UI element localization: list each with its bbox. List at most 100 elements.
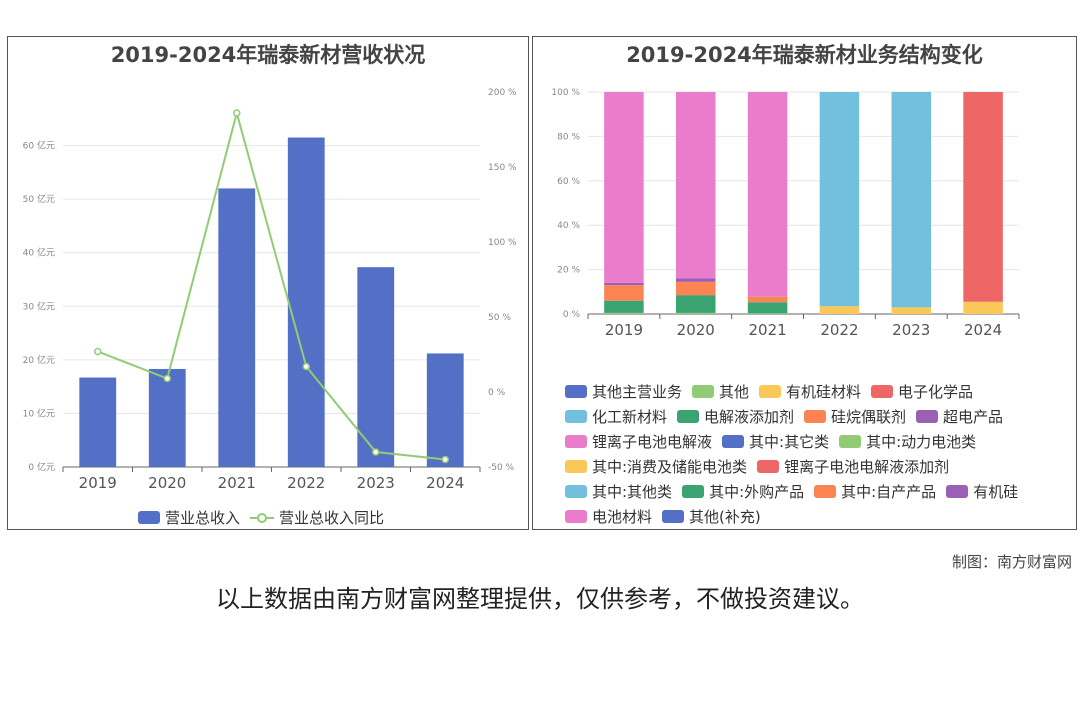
legend-label: 其中:其它类 [749,433,830,451]
y-left-tick-label: 50 亿元 [23,193,55,205]
revenue-chart-title: 2019-2024年瑞泰新材营收状况 [110,43,426,67]
revenue-bar [357,267,395,467]
legend-label: 锂离子电池电解液添加剂 [784,458,950,476]
legend-item[interactable]: 其他 [692,381,749,402]
y-tick-label: 100 % [551,88,580,98]
y-right-tick-label: 200 % [488,88,517,98]
x-tick-label: 2020 [677,321,715,339]
legend-swatch [946,485,969,498]
legend-item[interactable]: 其中:自产产品 [814,481,936,502]
stacked-segment [675,92,716,279]
legend-label: 其中:其他类 [592,483,673,501]
legend-label: 有机硅材料 [786,383,862,401]
stacked-segment [675,312,716,314]
stacked-segment [747,296,788,303]
revenue-yoy-point [441,455,449,464]
y-left-tick-label: 60 亿元 [23,140,55,152]
legend-swatch [565,410,587,423]
legend-item[interactable]: 其中:其他类 [565,481,672,502]
stacked-segment [891,307,932,314]
legend-swatch [759,385,782,398]
legend-swatch [565,510,587,523]
revenue-yoy-point [233,109,241,117]
legend-label: 电子化学品 [898,383,974,401]
legend-swatch [871,385,894,398]
legend-label: 锂离子电池电解液 [592,433,713,451]
legend-row: 化工新材料 电解液添加剂 硅烷偶联剂 超电产品 [565,406,1013,427]
legend-label: 电解液添加剂 [704,408,795,426]
legend-item[interactable]: 锂离子电池电解液添加剂 [757,456,949,477]
legend-item[interactable]: 电子化学品 [871,381,973,402]
y-tick-label: 20 % [557,266,580,276]
stacked-segment [963,301,1003,314]
stacked-segment [747,313,788,314]
legend-item[interactable]: 其中:外购产品 [682,481,804,502]
legend-label: 其中:外购产品 [709,483,805,501]
revenue-bar [287,137,325,467]
revenue-yoy-point [163,374,171,383]
chart-credit: 制图：南方财富网 [951,553,1072,571]
legend-item[interactable]: 硅烷偶联剂 [804,406,906,427]
legend-item-revenue[interactable]: 营业总收入 [138,507,240,528]
y-left-tick-label: 40 亿元 [23,247,55,259]
legend-item[interactable]: 其他主营业务 [565,381,682,402]
legend-item[interactable]: 超电产品 [916,406,1003,427]
legend-swatch [565,460,587,473]
stacked-segment [604,312,644,314]
legend-item[interactable]: 其中:消费及储能电池类 [565,456,747,477]
legend-item[interactable]: 其中:动力电池类 [839,431,976,452]
legend-item[interactable]: 有机硅材料 [759,381,861,402]
stacked-segment [963,92,1003,302]
legend-label: 其中:动力电池类 [866,433,977,451]
legend-label: 其他(补充) [689,508,761,526]
legend-label: 超电产品 [943,408,1004,426]
structure-chart-panel: 2019-2024年瑞泰新材业务结构变化 0 % 20 % 40 % 60 % 80 %… [532,36,1077,530]
legend-swatch [692,385,715,398]
legend-item[interactable]: 电池材料 [565,506,652,527]
legend-label-revenue-yoy: 营业总收入同比 [279,509,385,527]
x-tick-label: 2023 [892,321,930,339]
legend-line-icon [250,512,275,523]
legend-row: 其中:其他类 其中:外购产品 其中:自产产品 有机硅 [565,481,1028,502]
legend-item-revenue-yoy[interactable]: 营业总收入同比 [250,507,384,528]
revenue-yoy-line [97,109,446,461]
revenue-bar [218,188,256,467]
y-tick-label: 0 % [563,310,581,320]
legend-label: 其他主营业务 [592,383,683,401]
y-tick-label: 80 % [557,132,580,142]
stacked-segment [891,92,932,308]
y-left-tick-label: 0 亿元 [28,461,55,473]
legend-item[interactable]: 电解液添加剂 [677,406,794,427]
stacked-segment [819,92,860,307]
legend-label: 其中:消费及储能电池类 [592,458,748,476]
legend-label: 其中:自产产品 [841,483,937,501]
legend-label: 硅烷偶联剂 [831,408,907,426]
legend-row: 其他主营业务 其他 有机硅材料 电子化学品 [565,381,983,402]
y-right-tick-label: 50 % [488,313,511,323]
legend-swatch [677,410,700,423]
revenue-bar [148,368,186,467]
stacked-segment [604,92,644,283]
legend-item[interactable]: 其他(补充) [662,506,761,527]
legend-row: 电池材料 其他(补充) [565,506,771,527]
legend-item[interactable]: 其中:其它类 [722,431,829,452]
legend-swatch [565,385,587,398]
legend-item[interactable]: 有机硅 [946,481,1018,502]
y-left-tick-label: 30 亿元 [23,300,55,312]
y-tick-label: 40 % [557,221,580,231]
legend-swatch [757,460,780,473]
legend-label: 有机硅 [973,483,1019,501]
revenue-yoy-point [302,362,310,371]
legend-label: 化工新材料 [592,408,668,426]
legend-swatch [662,510,685,523]
y-right-tick-label: 0 % [488,388,506,398]
legend-item[interactable]: 锂离子电池电解液 [565,431,712,452]
x-tick-label: 2020 [148,474,186,492]
x-tick-label: 2022 [820,321,858,339]
legend-label: 其他 [719,383,750,401]
legend-item[interactable]: 化工新材料 [565,406,667,427]
stacked-segment [604,282,644,286]
stacked-segment [604,300,644,313]
structure-chart-title: 2019-2024年瑞泰新材业务结构变化 [626,43,983,67]
revenue-bar [79,377,117,467]
